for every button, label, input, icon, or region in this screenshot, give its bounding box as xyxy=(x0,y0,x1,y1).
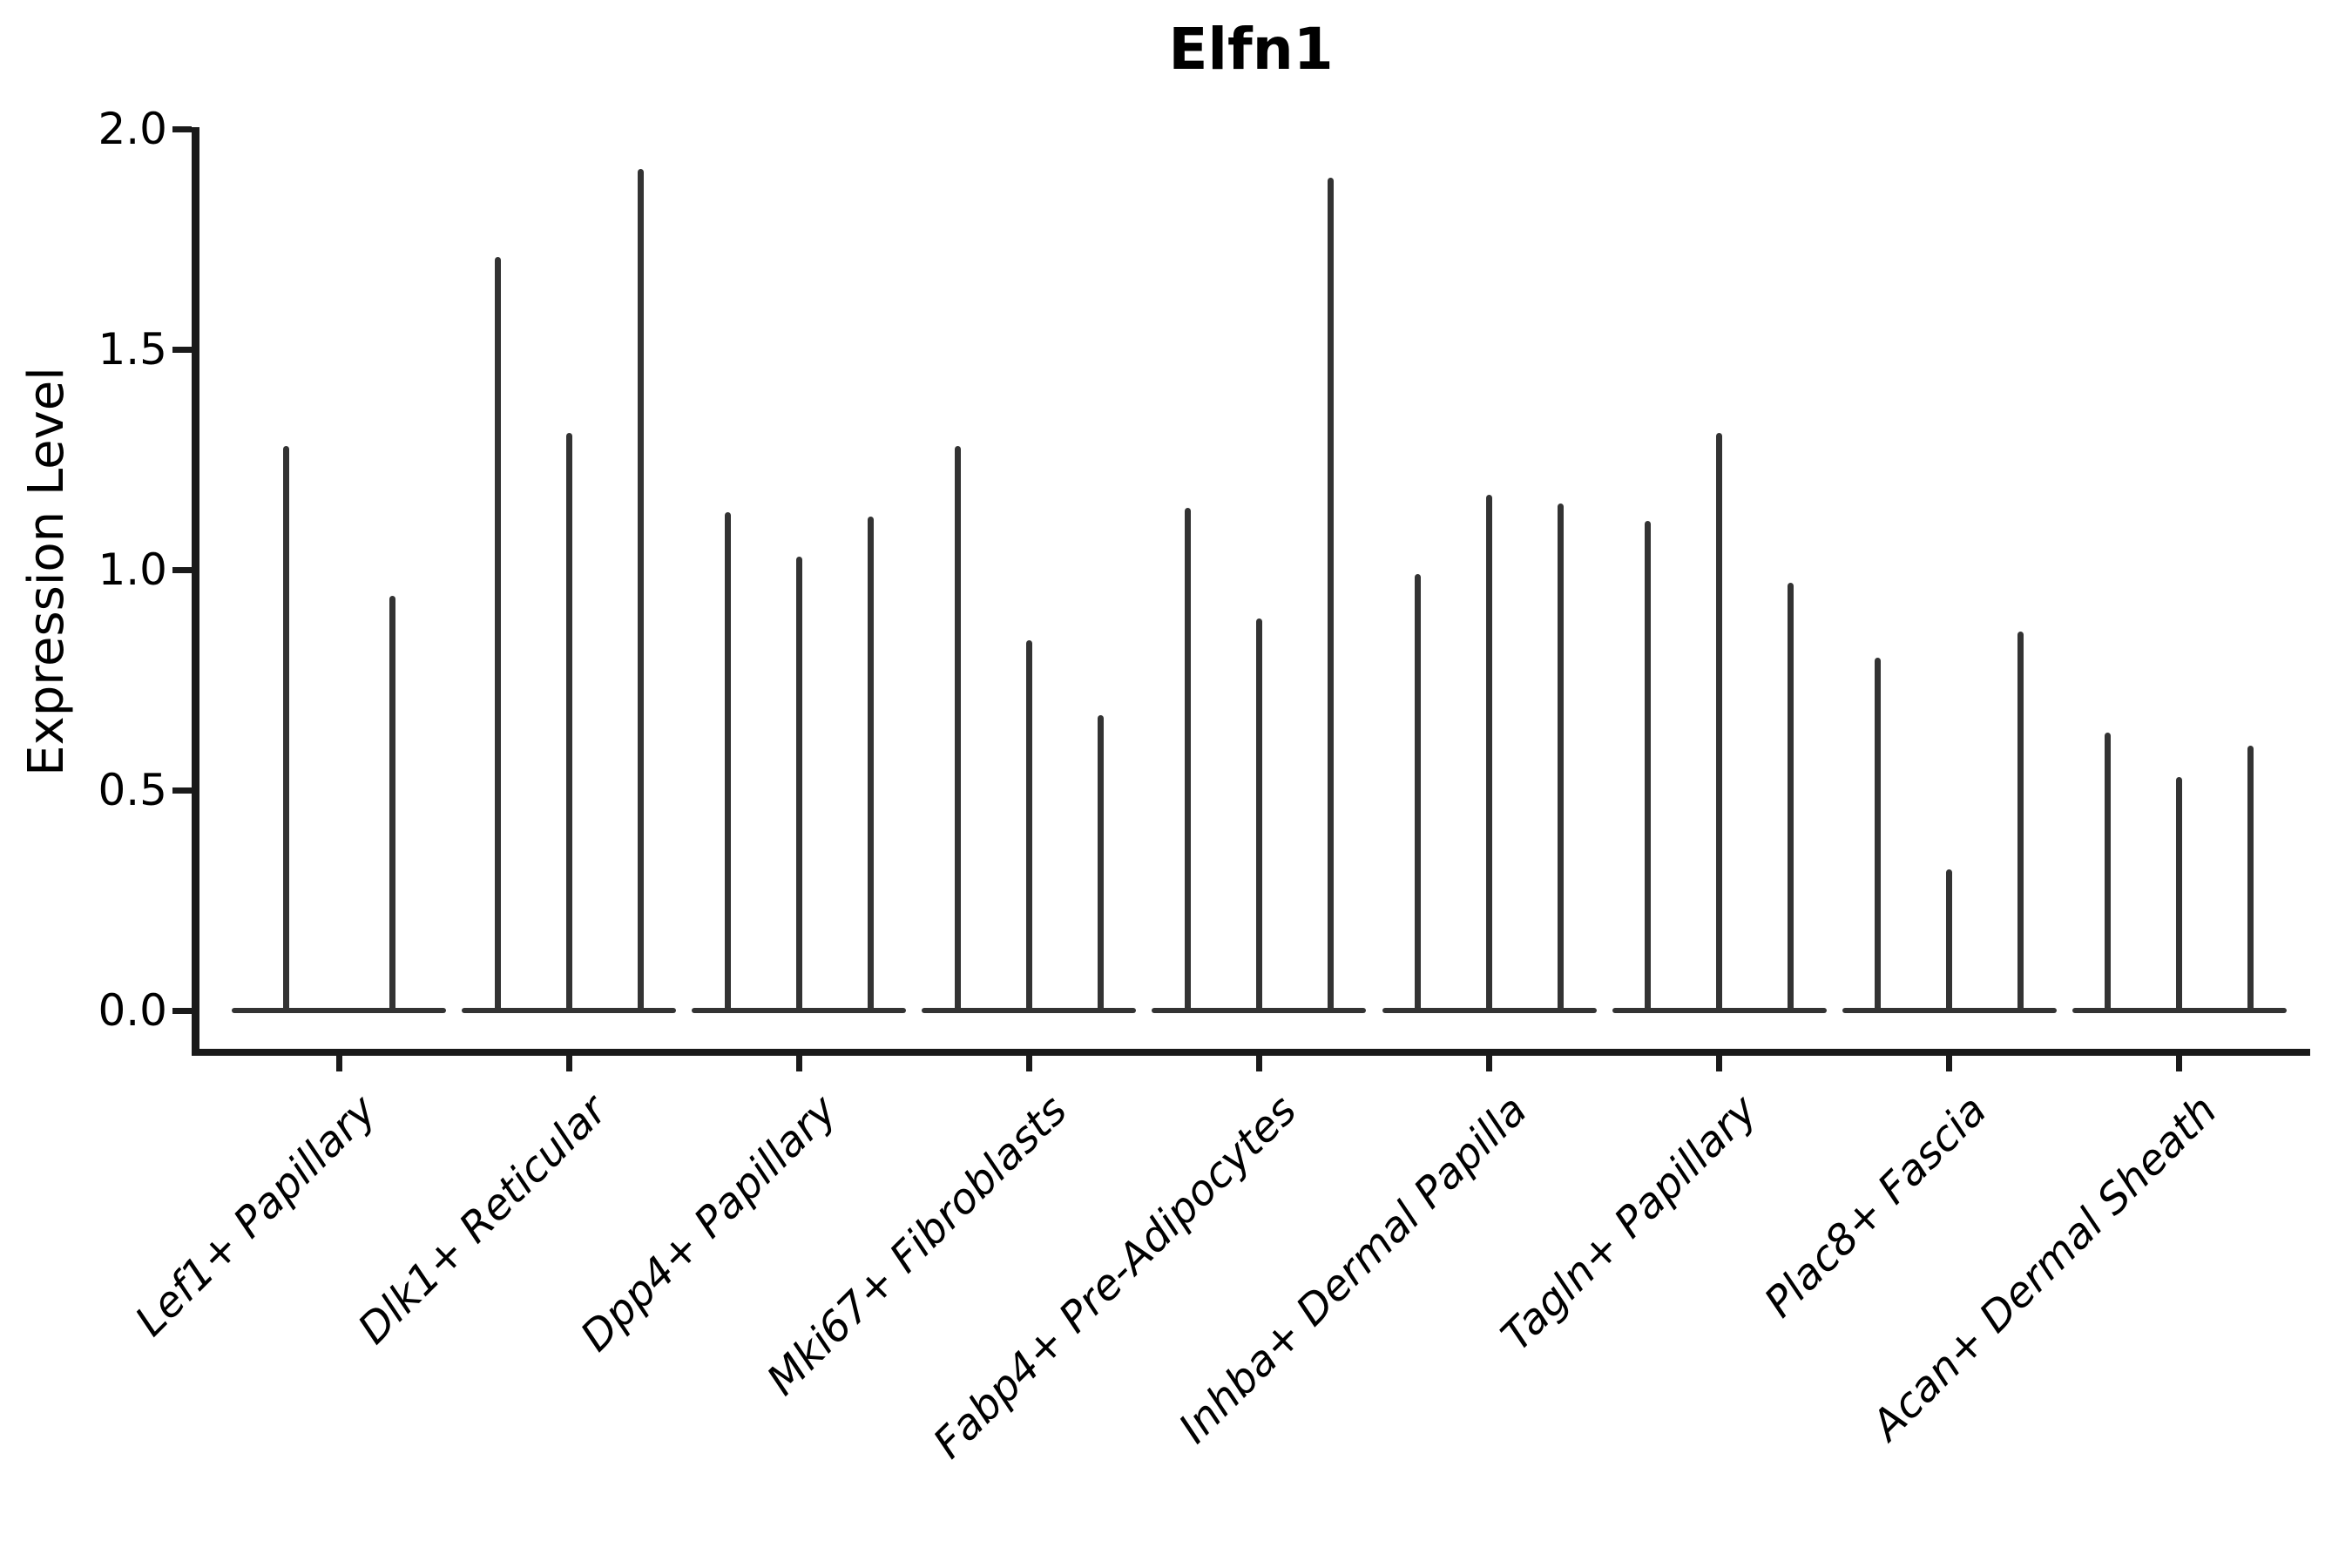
violin-base xyxy=(1612,1008,1827,1013)
violin-spike xyxy=(1255,618,1262,1010)
violin-spike xyxy=(2176,776,2183,1010)
violin-spike xyxy=(1184,508,1191,1010)
violin-spike xyxy=(1558,504,1564,1010)
violin-base xyxy=(922,1008,1137,1013)
violin-spike xyxy=(637,168,644,1010)
violin-spike xyxy=(2017,631,2024,1010)
violin-spike xyxy=(1716,433,1723,1010)
violin-spike xyxy=(1486,494,1492,1010)
violin-base xyxy=(232,1008,446,1013)
x-tick xyxy=(1946,1056,1953,1071)
x-tick-label: Dpp4+ Papillary xyxy=(571,1085,847,1362)
x-tick-label: Lef1+ Papillary xyxy=(126,1085,387,1346)
violin-base xyxy=(1152,1008,1367,1013)
violin-spike xyxy=(2247,746,2254,1010)
y-tick xyxy=(172,125,192,132)
violin-spike xyxy=(867,517,874,1010)
violin-spike xyxy=(1875,658,1882,1010)
violin-spike xyxy=(282,446,289,1010)
y-axis-spine xyxy=(192,127,199,1056)
y-tick xyxy=(172,566,192,573)
y-tick-label: 2.0 xyxy=(98,104,167,154)
y-tick-label: 0.5 xyxy=(98,765,167,815)
x-tick xyxy=(1486,1056,1492,1071)
violin-spike xyxy=(2105,733,2112,1010)
violin-base xyxy=(692,1008,907,1013)
violin-spike xyxy=(795,556,802,1010)
violin-spike xyxy=(954,446,961,1010)
y-tick-label: 1.5 xyxy=(98,324,167,375)
violin-spike xyxy=(1946,869,1953,1010)
violin-spike xyxy=(1415,574,1421,1010)
x-tick xyxy=(795,1056,802,1071)
violin-base xyxy=(2072,1008,2287,1013)
y-tick xyxy=(172,1007,192,1014)
violin-base xyxy=(462,1008,677,1013)
y-tick xyxy=(172,787,192,794)
violin-spike xyxy=(1097,714,1104,1010)
x-tick xyxy=(335,1056,342,1071)
x-tick xyxy=(1716,1056,1723,1071)
y-tick-label: 1.0 xyxy=(98,544,167,595)
x-tick-label: Dlk1+ Reticular xyxy=(348,1085,617,1354)
x-tick-label: Plac8+ Fascia xyxy=(1755,1085,1997,1328)
violin-spike xyxy=(1788,583,1794,1010)
violin-spike xyxy=(389,596,395,1010)
x-tick xyxy=(2176,1056,2183,1071)
x-tick xyxy=(1255,1056,1262,1071)
violin-base xyxy=(1842,1008,2057,1013)
chart-title: Elfn1 xyxy=(1168,16,1334,83)
violin-spike xyxy=(1327,177,1334,1010)
violin-spike xyxy=(565,433,572,1010)
violin-spike xyxy=(1025,639,1032,1010)
violin-spike xyxy=(1645,521,1652,1010)
y-tick-label: 0.0 xyxy=(98,985,167,1036)
violin-spike xyxy=(724,512,731,1010)
x-axis-spine xyxy=(192,1049,2310,1056)
x-tick-label: Tagln+ Papillary xyxy=(1491,1085,1767,1361)
x-tick xyxy=(565,1056,572,1071)
violin-base xyxy=(1382,1008,1597,1013)
x-tick xyxy=(1025,1056,1032,1071)
y-tick xyxy=(172,346,192,353)
violin-spike xyxy=(494,256,501,1010)
